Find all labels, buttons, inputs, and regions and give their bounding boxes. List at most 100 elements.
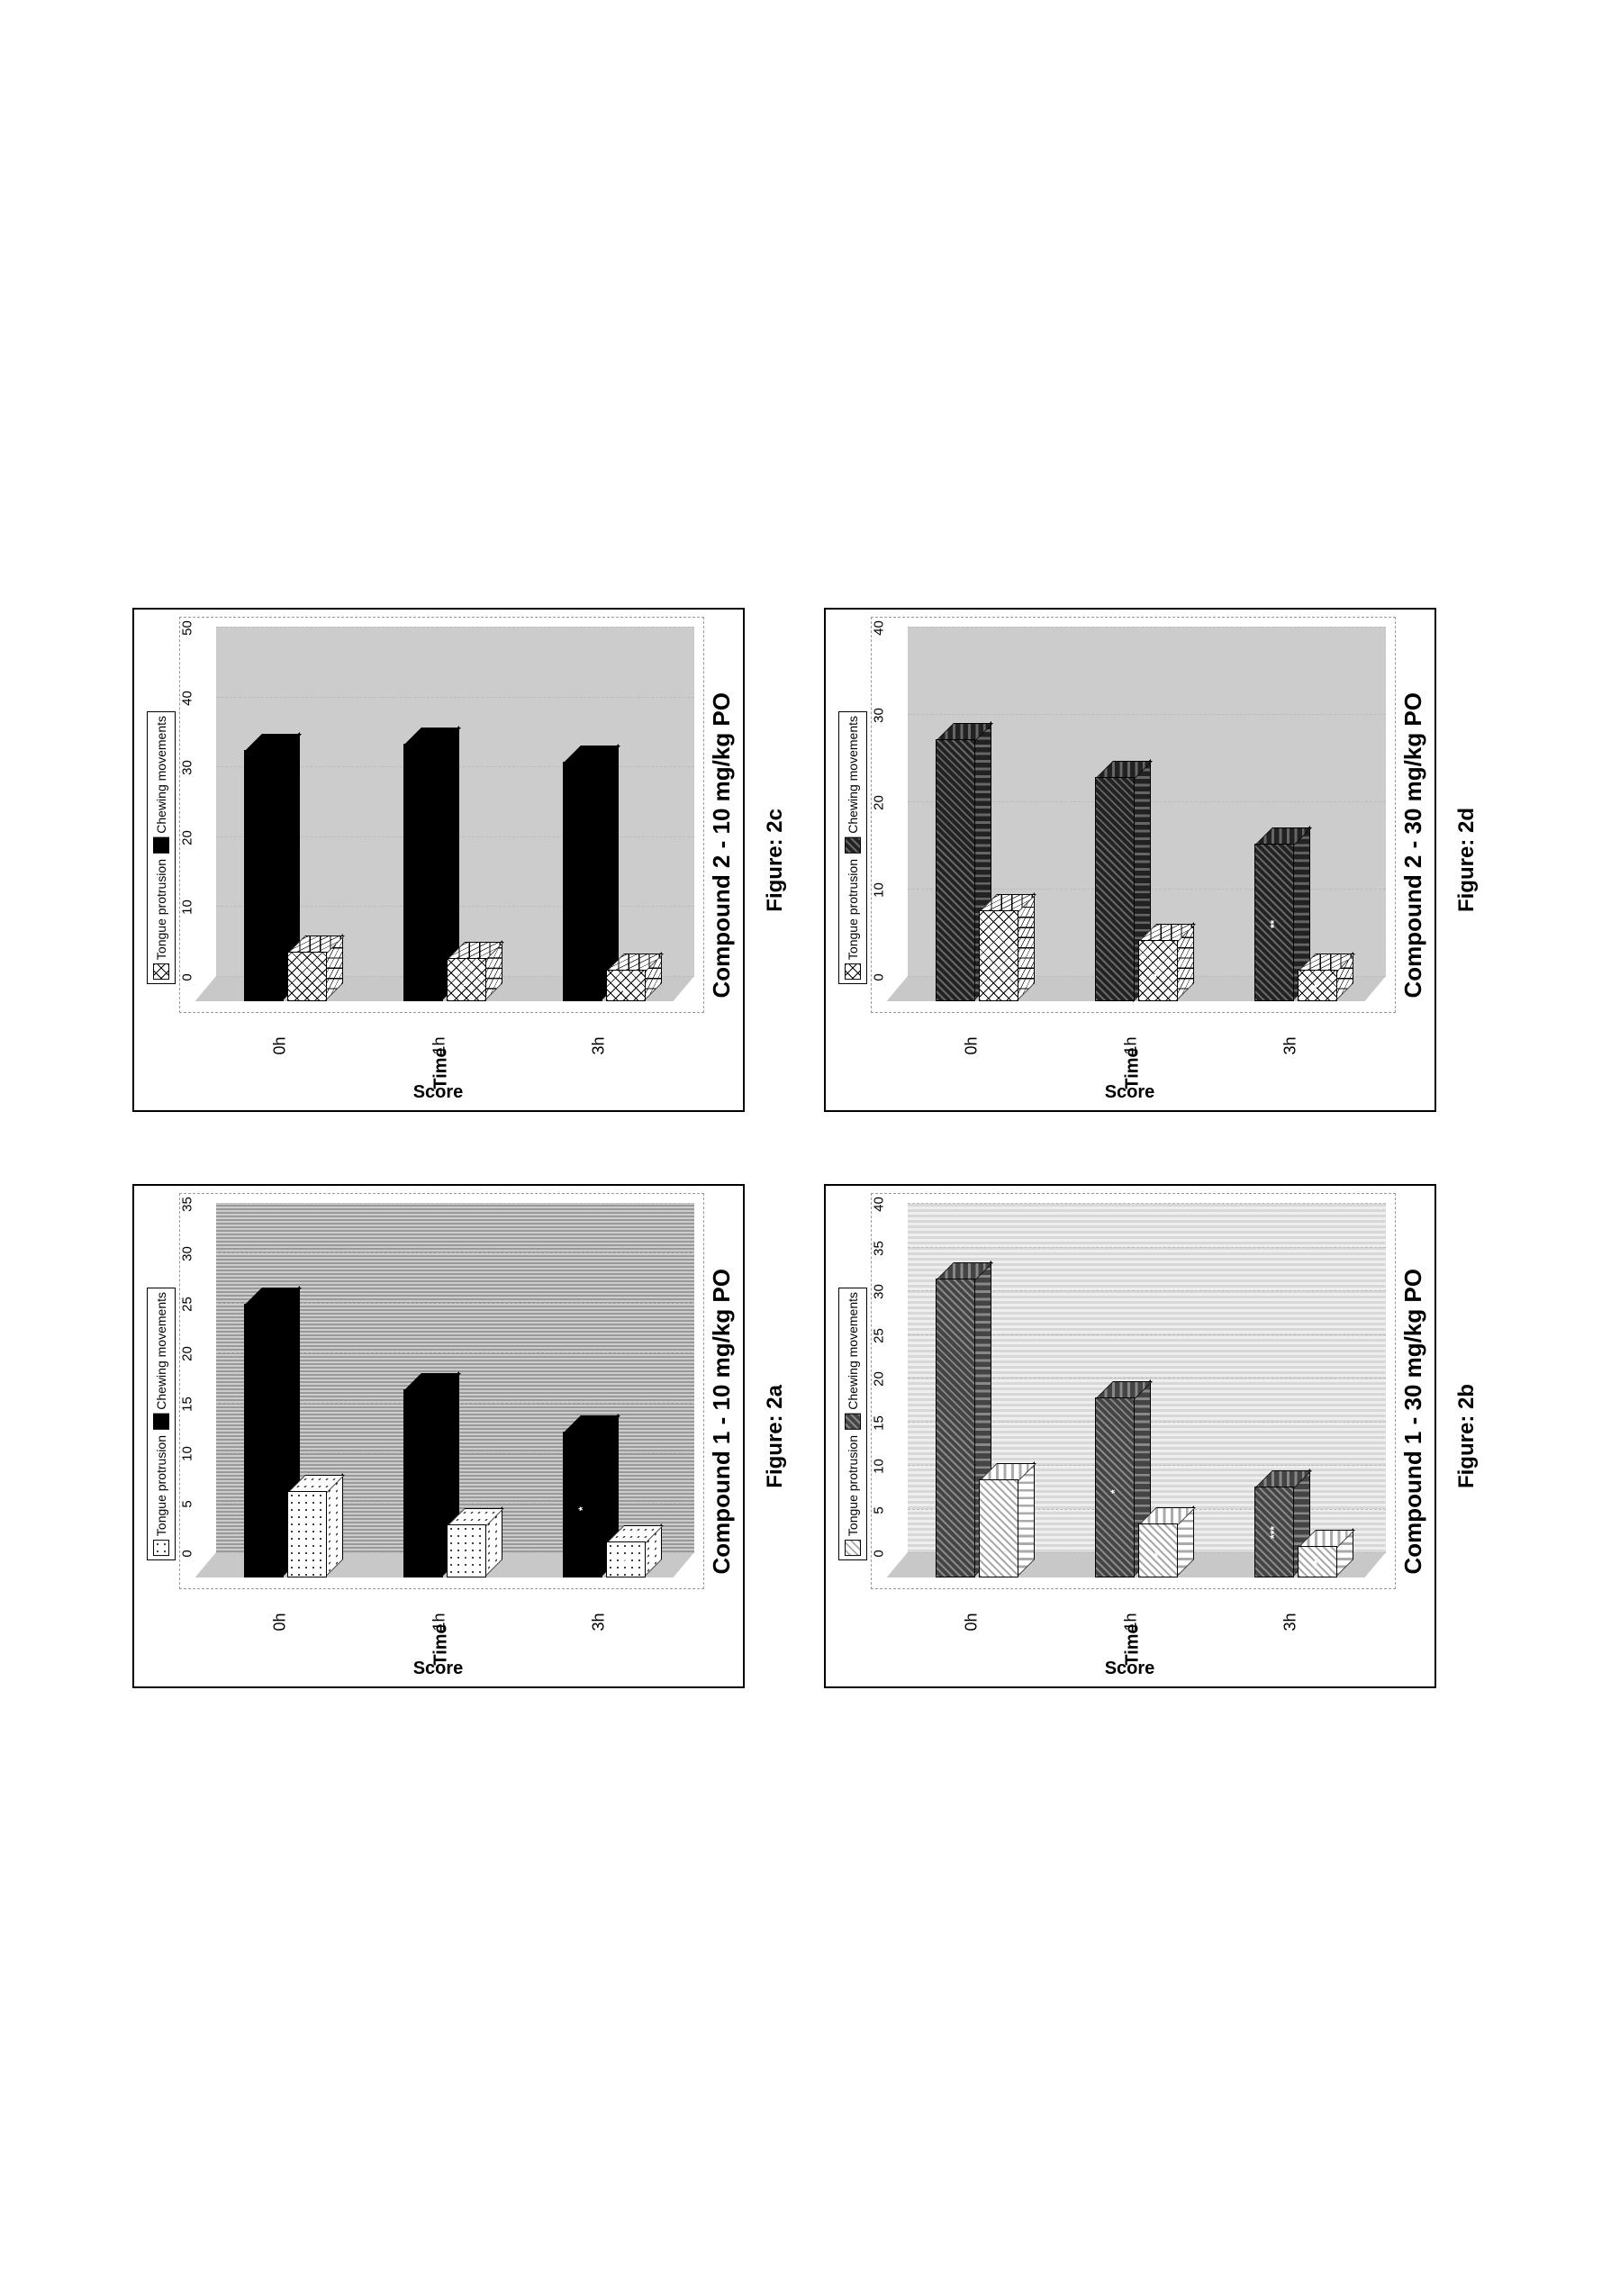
ytick-label: 20 (179, 1342, 195, 1367)
legend-item: Tongue protrusion (153, 1435, 169, 1556)
bar: ** (1254, 844, 1294, 1001)
legend-item: Chewing movements (153, 1292, 169, 1430)
legend-item: Tongue protrusion (845, 859, 861, 980)
bar: *** (1254, 1487, 1294, 1577)
legend-swatch (845, 963, 861, 980)
bar: * (447, 958, 486, 1001)
chart-box: Chewing movementsTongue protrusion051015… (132, 1184, 745, 1688)
bar-front (563, 762, 602, 1001)
ytick-label: 30 (871, 703, 886, 728)
legend: Chewing movements Tongue protrusion (838, 711, 867, 984)
category-label: 3h (590, 1613, 609, 1631)
bar-front (979, 910, 1018, 1001)
bar (936, 1279, 975, 1577)
ytick-label: 35 (871, 1235, 886, 1261)
category-label: 0h (963, 1613, 982, 1631)
bar-group: 0h (244, 750, 327, 1001)
bar (979, 1479, 1018, 1577)
significance-marker: * (460, 1553, 473, 1558)
legend-label: Tongue protrusion (846, 1435, 860, 1536)
bar (287, 952, 327, 1001)
category-label: 3h (590, 1036, 609, 1054)
chart-title: Compound 1 - 10 mg/kg PO (708, 1269, 736, 1574)
figure-caption: Figure: 2b (1454, 1384, 1480, 1488)
plot-area: 010203040500h1h*3h* (179, 617, 704, 1013)
ytick-label: 0 (179, 965, 195, 990)
plot-area: 05101520253035400h1h***3h****** (871, 1193, 1396, 1589)
legend-swatch (153, 1414, 169, 1430)
bar-front (936, 739, 975, 1001)
bar-front: * (1138, 940, 1178, 1001)
plot-backwall: 010203040500h1h*3h* (216, 627, 694, 976)
ytick-label: 40 (179, 685, 195, 710)
legend-item: Chewing movements (153, 716, 169, 854)
bar-group: 3h* (563, 762, 646, 1001)
category-label: 3h (1281, 1036, 1300, 1054)
ytick-label: 20 (871, 1367, 886, 1392)
significance-marker: ** (1152, 1549, 1164, 1557)
category-label: 0h (271, 1036, 290, 1054)
bar-front: ** (1298, 970, 1337, 1001)
ytick-label: 5 (179, 1491, 195, 1516)
figure-2c: Chewing movementsTongue protrusion 010203… (132, 608, 788, 1112)
ytick-label: 25 (871, 1323, 886, 1348)
figure-caption: Figure: 2d (1454, 808, 1480, 912)
plot-backwall: 0102030400h1h*3h**** (908, 627, 1386, 976)
bar (244, 750, 284, 1001)
bar-group: 0h (244, 1304, 327, 1577)
legend-item: Chewing movements (845, 716, 861, 854)
significance-marker: ** (1311, 983, 1324, 991)
legend-swatch (153, 963, 169, 980)
legend-swatch (845, 837, 861, 854)
figure-column: Chewing movementsTongue protrusion051015… (824, 608, 1480, 1688)
chart-box: Chewing movementsTongue protrusion 010203… (132, 608, 745, 1112)
bar-group: 3h*** (563, 1432, 646, 1577)
bar-group: 1h* (403, 744, 486, 1001)
bar-group: 1h*** (1095, 1397, 1178, 1577)
ytick-label: 20 (871, 791, 886, 816)
significance-marker: * (576, 1506, 589, 1511)
legend-item: Tongue protrusion (845, 1435, 861, 1556)
ytick-label: 10 (179, 1442, 195, 1467)
ytick-label: 30 (179, 1242, 195, 1267)
ytick-label: 25 (179, 1291, 195, 1316)
significance-marker: * (1109, 1489, 1121, 1494)
bar: *** (1298, 1546, 1337, 1577)
ytick-label: 0 (871, 965, 886, 990)
ytick-label: 15 (871, 1410, 886, 1435)
bar (403, 744, 443, 1001)
bar-front: * (606, 970, 646, 1001)
bar-front (979, 1479, 1018, 1577)
ytick-label: 20 (179, 825, 195, 850)
bar (936, 739, 975, 1001)
ytick-label: 10 (871, 1454, 886, 1479)
bar-group: 0h (936, 1279, 1018, 1577)
bar (244, 1304, 284, 1577)
bar-front (403, 1389, 443, 1577)
significance-marker: *** (1268, 1525, 1281, 1538)
legend-label: Tongue protrusion (846, 859, 860, 960)
legend-swatch (845, 1540, 861, 1556)
bars-container: 0h1h*3h*** (216, 1203, 694, 1577)
significance-marker: *** (1311, 1555, 1324, 1568)
plot-area: 0102030400h1h*3h**** (871, 617, 1396, 1013)
axis-label-x: Time (430, 1047, 451, 1089)
legend-swatch (845, 1414, 861, 1430)
chart-box: Chewing movements Tongue protrusion 010203… (824, 608, 1436, 1112)
bar: * (447, 1524, 486, 1577)
bar: ** (606, 1541, 646, 1577)
legend-item: Chewing movements (845, 1292, 861, 1430)
legend-swatch (153, 1540, 169, 1556)
bar: * (1138, 940, 1178, 1001)
bar-front (244, 750, 284, 1001)
ytick-label: 35 (179, 1192, 195, 1217)
ytick-label: 0 (179, 1541, 195, 1567)
axis-label-x: Time (430, 1623, 451, 1665)
legend: Chewing movementsTongue protrusion (147, 711, 176, 984)
bar-front: ** (606, 1541, 646, 1577)
bar-front: * (563, 1432, 602, 1577)
bar-front (244, 1304, 284, 1577)
category-label: 0h (271, 1613, 290, 1631)
bar-front: * (447, 958, 486, 1001)
bar (403, 1389, 443, 1577)
